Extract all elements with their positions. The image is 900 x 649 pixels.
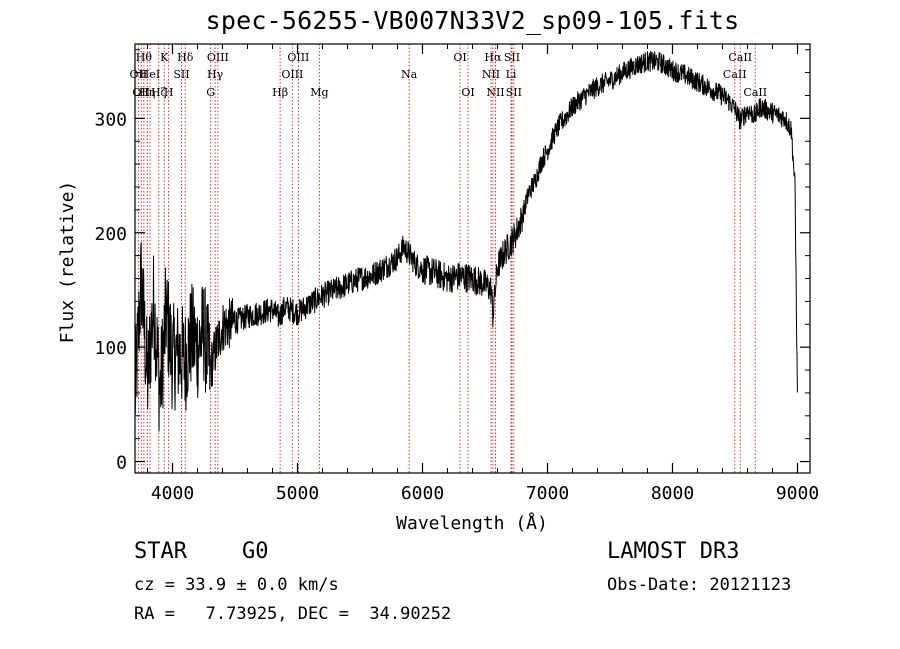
- survey-name: LAMOST DR3: [607, 539, 740, 564]
- x-tick-label: 7000: [526, 483, 569, 504]
- object-class: STAR: [134, 539, 187, 564]
- y-tick-label: 0: [116, 453, 127, 474]
- plot-frame: [134, 43, 811, 474]
- line-label: OIII: [287, 51, 309, 64]
- line-label: Na: [401, 68, 418, 81]
- line-label: HeI: [140, 68, 160, 81]
- line-label: Mg: [310, 86, 328, 99]
- line-label: Hζ: [151, 86, 167, 99]
- line-label: Hθ: [136, 51, 153, 64]
- line-label: G: [206, 86, 215, 99]
- line-label: Hδ: [177, 51, 194, 64]
- y-axis-label: Flux (relative): [57, 181, 78, 344]
- line-label: Li: [506, 68, 517, 81]
- line-label: SII: [506, 86, 522, 99]
- line-label: OII: [130, 68, 148, 81]
- line-label: CaII: [728, 51, 752, 64]
- line-label: Hβ: [272, 86, 288, 99]
- line-label: OI: [461, 86, 474, 99]
- x-tick-label: 6000: [401, 483, 444, 504]
- spectral-line-markers: [137, 44, 756, 473]
- spectrum-layer: [134, 50, 798, 432]
- x-tick-label: 8000: [651, 483, 694, 504]
- line-label: Hα: [484, 51, 502, 64]
- axis-ticks: [135, 44, 810, 473]
- chart-title: spec-56255-VB007N33V2_sp09-105.fits: [205, 6, 740, 35]
- redshift-readout: cz = 33.9 ± 0.0 km/s: [134, 575, 339, 595]
- line-label: Hη: [139, 86, 155, 99]
- y-tick-label: 200: [94, 224, 127, 245]
- line-label: NII: [486, 86, 504, 99]
- object-subclass: G0: [242, 539, 269, 564]
- line-label: CaII: [743, 86, 767, 99]
- line-label: NII: [482, 68, 500, 81]
- spectral-line-labels: OIIOIIHθHηHeIHζKHSIIHδGHγOIIIHβOIIIOIIIM…: [130, 51, 768, 99]
- line-label: K: [160, 51, 169, 64]
- spectrum-line: [134, 50, 798, 432]
- x-tick-label: 5000: [276, 483, 319, 504]
- x-tick-label: 9000: [776, 483, 819, 504]
- line-label: CaII: [723, 68, 747, 81]
- line-label: OIII: [281, 68, 303, 81]
- coordinates-readout: RA = 7.73925, DEC = 34.90252: [134, 604, 452, 624]
- y-tick-label: 300: [94, 109, 127, 130]
- axis-tick-labels: 4000 5000 6000 7000 8000 9000 0 100 200 300: [94, 109, 819, 504]
- line-label: H: [164, 86, 174, 99]
- y-tick-label: 100: [94, 338, 127, 359]
- line-label: Hγ: [207, 68, 224, 81]
- line-label: SII: [173, 68, 189, 81]
- line-label: OI: [453, 51, 466, 64]
- line-label: OIII: [207, 51, 229, 64]
- x-axis-label: Wavelength (Å): [396, 512, 548, 534]
- line-label: SII: [504, 51, 520, 64]
- observation-date: Obs-Date: 20121123: [607, 575, 792, 595]
- x-tick-label: 4000: [151, 483, 194, 504]
